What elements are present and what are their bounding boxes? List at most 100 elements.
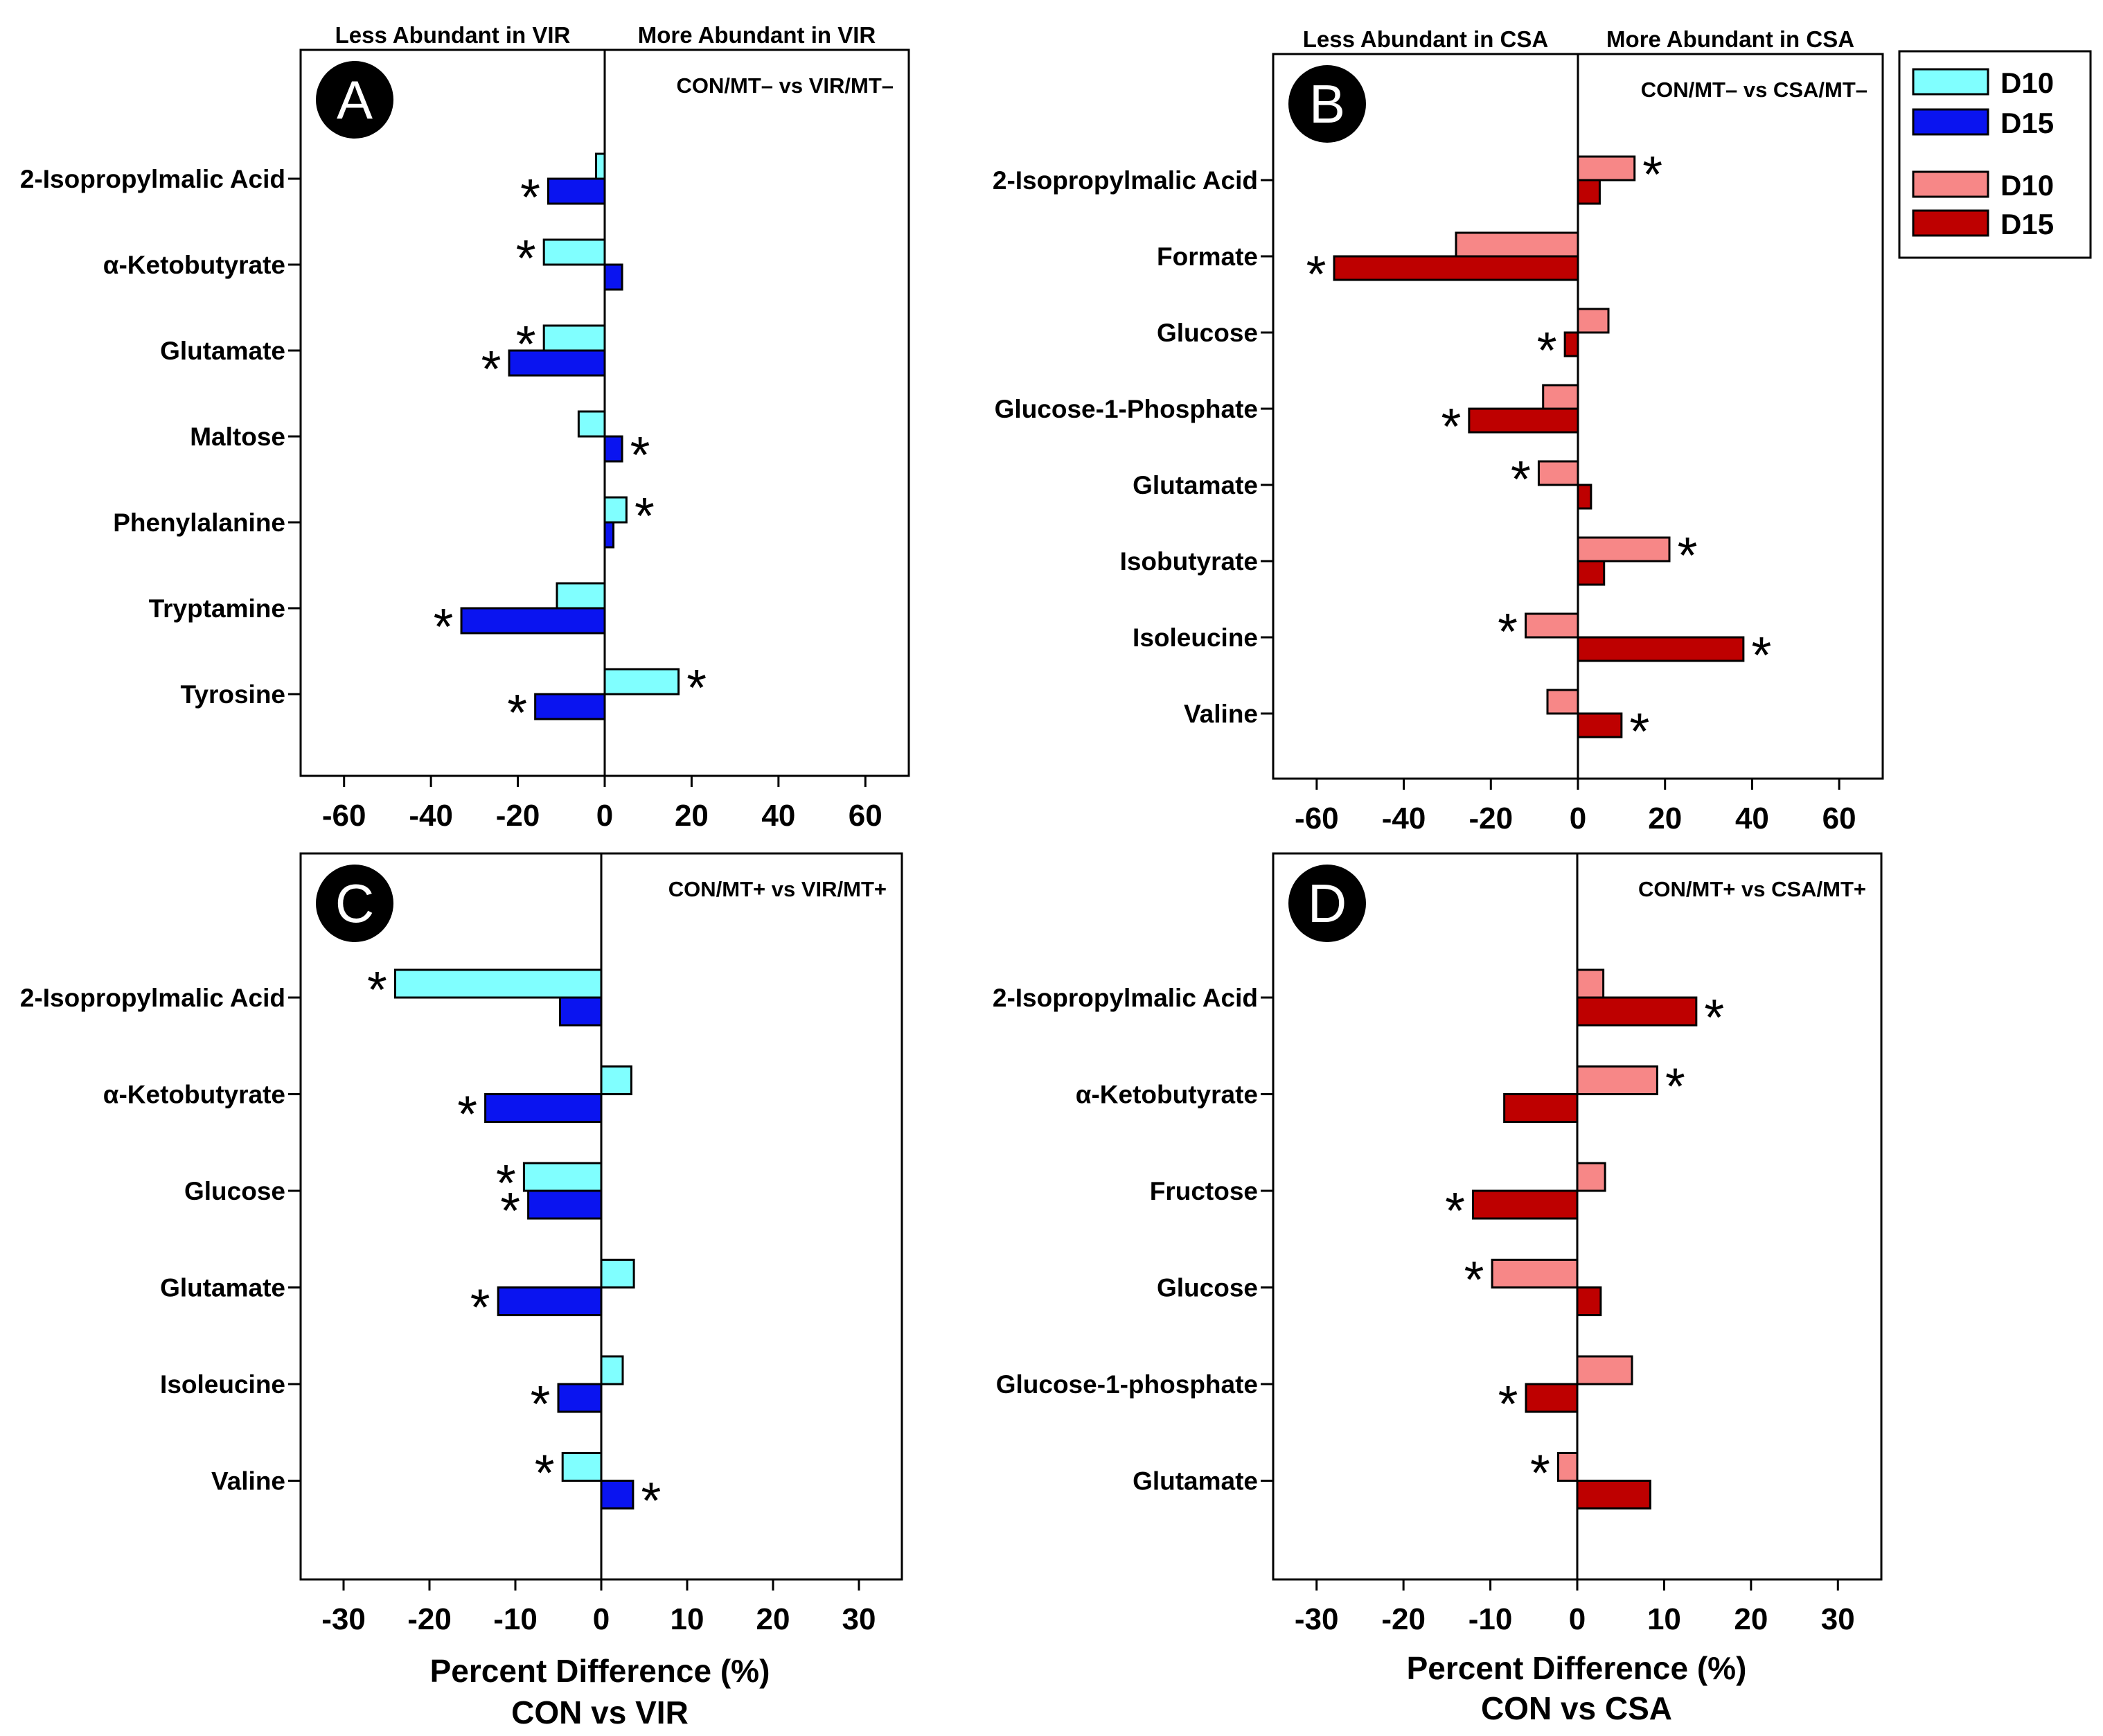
category-label-a-tryptamine: Tryptamine xyxy=(149,594,285,623)
significance-star-b-d10-isoleucine: * xyxy=(1498,603,1518,660)
panel-letter-c: C xyxy=(335,873,374,934)
bar-d-d10-alpha-ketobutyrate xyxy=(1576,1065,1658,1095)
chart-panel-a: Less Abundant in VIR More Abundant in VIR… xyxy=(20,22,910,833)
bar-d-d10-glutamate xyxy=(1556,1452,1579,1482)
panel-letter-badge-d xyxy=(1288,865,1366,942)
bar-a-d10-glutamate xyxy=(542,324,606,352)
significance-star-c-d15-isoleucine: * xyxy=(531,1375,551,1433)
legend-swatch-d15-red xyxy=(1912,209,1989,237)
x-tick-label-a-60: 60 xyxy=(849,799,882,833)
x-tick-label-b-20: -20 xyxy=(1468,801,1513,835)
significance-star-d-d10-alpha-ketobutyrate: * xyxy=(1665,1058,1685,1115)
bar-b-d15-isoleucine xyxy=(1577,636,1745,662)
bar-c-d10-valine xyxy=(561,1452,603,1482)
x-tick-label-a-20: 20 xyxy=(675,799,709,833)
significance-star-a-d10-tyrosine: * xyxy=(686,659,707,716)
category-label-c-isoleucine: Isoleucine xyxy=(160,1370,285,1399)
x-axis-title-right-line2: CON vs CSA xyxy=(1481,1690,1672,1726)
bar-c-d15-isoleucine xyxy=(557,1383,603,1413)
legend-swatch-d10-pink xyxy=(1912,170,1989,198)
bar-a-d15-maltose xyxy=(603,435,623,463)
category-label-b-isoleucine: Isoleucine xyxy=(1133,623,1258,652)
header-left-a: Less Abundant in VIR xyxy=(335,22,571,48)
legend-swatch-d10-cyan xyxy=(1912,68,1989,96)
bar-a-d15-tryptamine xyxy=(460,607,606,635)
comparison-label-b: CON/MT– vs CSA/MT– xyxy=(1641,78,1867,102)
category-label-b-glutamate: Glutamate xyxy=(1133,471,1258,499)
category-label-b-isobutyrate: Isobutyrate xyxy=(1120,547,1258,576)
legend-swatch-d15-blue xyxy=(1912,108,1989,136)
category-label-b-glucose-1-phosphate: Glucose-1-Phosphate xyxy=(995,395,1258,423)
x-tick-label-c-30: 30 xyxy=(842,1602,876,1636)
category-label-d-glutamate: Glutamate xyxy=(1133,1467,1258,1496)
significance-star-a-d15-tryptamine: * xyxy=(434,598,454,655)
significance-star-a-d10-phenylalanine: * xyxy=(635,487,655,544)
bar-b-d10-glucose-1-phosphate xyxy=(1542,384,1579,410)
legend-frame xyxy=(1898,50,2092,259)
panel-letter-b: B xyxy=(1309,73,1345,134)
bar-a-d15-tyrosine xyxy=(534,693,606,720)
significance-star-c-d15-valine: * xyxy=(641,1472,661,1530)
significance-star-a-d10-alpha-ketobutyrate: * xyxy=(516,229,536,287)
category-label-d-glucose-1-phosphate: Glucose-1-phosphate xyxy=(996,1370,1258,1399)
bar-a-d15-phenylalanine xyxy=(603,521,615,549)
bar-d-d10-fructose xyxy=(1576,1162,1606,1192)
significance-star-a-d15-2-isopropylmalic-acid: * xyxy=(520,168,540,226)
bar-a-d10-2-isopropylmalic-acid xyxy=(594,152,606,180)
chart-panel-d: CON/MT+ vs CSA/MT+ D -30 -20 -10 0 10 20 30 2-Iso… xyxy=(993,852,1883,1636)
significance-star-b-d15-isoleucine: * xyxy=(1751,626,1771,684)
category-label-a-phenylalanine: Phenylalanine xyxy=(113,508,285,537)
x-tick-label-c-0: 0 xyxy=(593,1602,610,1636)
x-axis-title-right-line1: Percent Difference (%) xyxy=(1407,1650,1747,1686)
bar-d-d15-glucose xyxy=(1576,1286,1602,1316)
category-label-d-fructose: Fructose xyxy=(1150,1177,1258,1205)
panel-letter-badge-b xyxy=(1288,65,1366,143)
x-tick-label-c-20: 20 xyxy=(756,1602,790,1636)
significance-star-d-d15-2-isopropylmalic-acid: * xyxy=(1704,989,1724,1046)
bar-d-d10-glucose xyxy=(1491,1259,1579,1288)
significance-star-c-d10-valine: * xyxy=(535,1444,555,1502)
significance-star-c-d15-glucose: * xyxy=(500,1182,520,1239)
comparison-label-a: CON/MT– vs VIR/MT– xyxy=(677,73,894,98)
category-label-c-alpha-ketobutyrate: α-Ketobutyrate xyxy=(103,1081,285,1109)
x-tick-label-b-60: 60 xyxy=(1822,801,1856,835)
bar-b-d15-glucose xyxy=(1563,331,1579,357)
legend-label-d15-red: D15 xyxy=(2000,208,2054,240)
x-tick-label-b-60: -60 xyxy=(1295,801,1339,835)
x-tick-label-b-40: -40 xyxy=(1382,801,1426,835)
category-label-b-2-isopropylmalic-acid: 2-Isopropylmalic Acid xyxy=(993,166,1258,195)
significance-star-d-d15-glucose-1-phosphate: * xyxy=(1498,1375,1518,1433)
category-label-c-2-isopropylmalic-acid: 2-Isopropylmalic Acid xyxy=(20,984,285,1012)
bar-d-d15-glucose-1-phosphate xyxy=(1525,1383,1579,1413)
x-tick-label-d-30: 30 xyxy=(1821,1602,1855,1636)
bar-c-d10-glucose xyxy=(522,1162,603,1192)
significance-star-c-d15-alpha-ketobutyrate: * xyxy=(457,1086,477,1143)
significance-star-c-d10-2-isopropylmalic-acid: * xyxy=(367,961,387,1018)
category-label-d-glucose: Glucose xyxy=(1157,1274,1258,1302)
chart-panel-c: CON/MT+ vs VIR/MT+ C -30 -20 -10 0 10 20 30 2-Iso… xyxy=(20,852,903,1636)
bar-a-d10-phenylalanine xyxy=(603,496,628,524)
category-label-d-2-isopropylmalic-acid: 2-Isopropylmalic Acid xyxy=(993,984,1258,1012)
bar-c-d10-alpha-ketobutyrate xyxy=(600,1065,632,1095)
bar-c-d15-alpha-ketobutyrate xyxy=(484,1093,603,1123)
significance-star-b-d15-glucose-1-phosphate: * xyxy=(1441,398,1461,455)
x-tick-label-c-20: -20 xyxy=(407,1602,452,1636)
comparison-label-d: CON/MT+ vs CSA/MT+ xyxy=(1638,877,1866,901)
header-left-b: Less Abundant in CSA xyxy=(1303,26,1548,52)
legend-label-d10-cyan: D10 xyxy=(2000,67,2054,99)
panel-letter-badge-a xyxy=(316,61,393,139)
x-tick-label-b-0: 0 xyxy=(1570,801,1586,835)
category-label-b-formate: Formate xyxy=(1157,242,1258,271)
category-label-a-maltose: Maltose xyxy=(190,423,285,451)
significance-star-b-d15-valine: * xyxy=(1629,702,1649,760)
category-label-c-glucose: Glucose xyxy=(184,1177,285,1205)
x-tick-label-a-60: -60 xyxy=(322,799,366,833)
bar-b-d15-formate xyxy=(1333,255,1579,281)
x-tick-label-d-0: 0 xyxy=(1569,1602,1586,1636)
x-axis-title-left-line1: Percent Difference (%) xyxy=(430,1653,770,1689)
x-tick-label-c-10: 10 xyxy=(671,1602,704,1636)
bar-d-d15-glutamate xyxy=(1576,1480,1651,1509)
panel-letter-a: A xyxy=(337,69,373,130)
x-tick-label-c-10: -10 xyxy=(493,1602,538,1636)
x-tick-label-d-10: -10 xyxy=(1468,1602,1513,1636)
